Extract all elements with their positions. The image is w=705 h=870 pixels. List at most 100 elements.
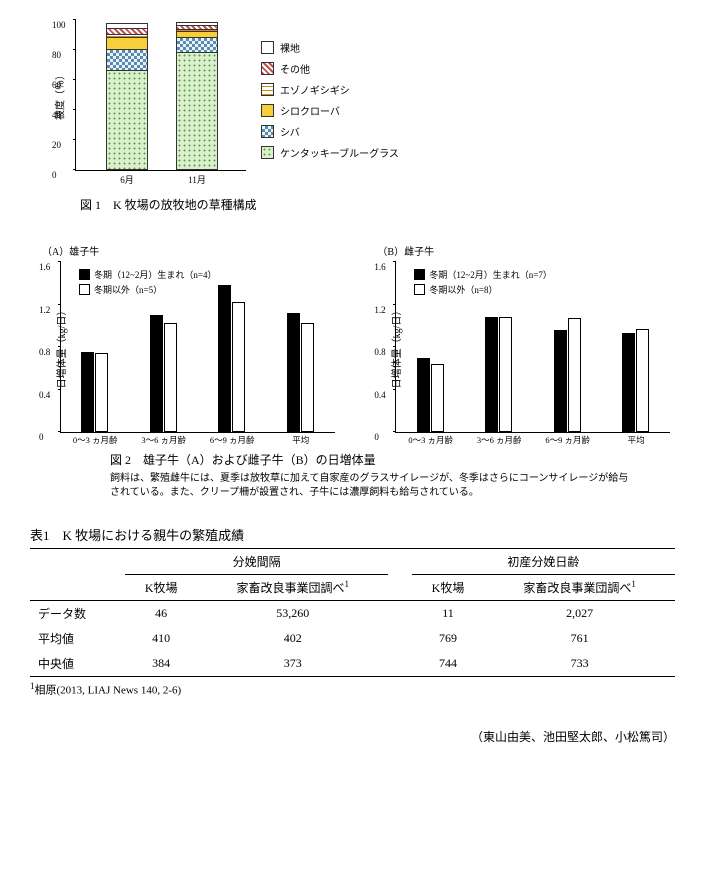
ytick-label: 1.2: [374, 305, 385, 315]
ytick-mark: [393, 304, 396, 305]
bar-white: [431, 364, 444, 432]
ytick-label: 0.4: [374, 390, 385, 400]
fig2-panel-a-plot: 日増体量（kg/日） 冬期（12~2月）生まれ（n=4） 冬期以外（n=5） 0…: [60, 262, 335, 433]
bar-group: [622, 329, 649, 432]
table1-title: 表1 K 牧場における親牛の繁殖成績: [30, 525, 675, 544]
legend-swatch: [261, 62, 274, 75]
fig1-legend: 裸地その他エゾノギシギシシロクローバシバケンタッキーブルーグラス: [261, 20, 399, 166]
ytick-mark: [73, 109, 76, 110]
fig2-note: 飼料は、繁殖雌牛には、夏季は放牧草に加えて自家産のグラスサイレージが、冬季はさら…: [110, 472, 635, 500]
table-group-header: 分娩間隔: [125, 549, 388, 575]
table1-footnote: 1相原(2013, LIAJ News 140, 2-6): [30, 681, 675, 698]
table1-body: データ数4653,260112,027平均値410402769761中央値384…: [30, 601, 675, 677]
figure-2: （A）雄子牛 日増体量（kg/日） 冬期（12~2月）生まれ（n=4） 冬期以外…: [30, 243, 675, 433]
table-cell: 11: [412, 601, 484, 627]
table-cell: 46: [125, 601, 197, 627]
xtick-label: 6～9 ヵ月齢: [210, 434, 255, 446]
legend-swatch: [261, 41, 274, 54]
table-sub-header: 家畜改良事業団調べ1: [197, 575, 388, 601]
fig1-caption: 図 1 K 牧場の放牧地の草種構成: [80, 196, 675, 213]
fig2-yaxis-label-b: 日増体量（kg/日）: [388, 306, 403, 389]
authors: （東山由美、池田堅太郎、小松篤司）: [30, 728, 675, 745]
table-cell: 2,027: [484, 601, 675, 627]
table-cell: 中央値: [30, 651, 125, 677]
fig1-plot-area: 被度（％） 020406080100 6月11月: [75, 20, 246, 171]
ytick-label: 0.8: [374, 347, 385, 357]
table-sub-header: 家畜改良事業団調べ1: [484, 575, 675, 601]
sub-header-ref-text: 家畜改良事業団調べ: [236, 581, 344, 595]
ytick-mark: [73, 79, 76, 80]
bar-group: [287, 313, 314, 432]
bar-black: [150, 315, 163, 432]
figure-1: 被度（％） 020406080100 6月11月 裸地その他エゾノギシギシシロク…: [30, 20, 675, 213]
table-1: 表1 K 牧場における親牛の繁殖成績 分娩間隔 初産分娩日齢 K牧場 家畜改良事…: [30, 525, 675, 698]
ytick-label: 0.8: [39, 347, 50, 357]
table-cell-spacer: [388, 575, 412, 601]
fig2-panel-b: （B）雌子牛 日増体量（kg/日） 冬期（12~2月）生まれ（n=7） 冬期以外…: [365, 243, 675, 433]
legend-label: その他: [280, 61, 310, 76]
legend-row: その他: [261, 61, 399, 76]
bar-white: [636, 329, 649, 432]
table-sub-header: K牧場: [412, 575, 484, 601]
ytick-label: 0: [39, 432, 44, 442]
table-cell: 744: [412, 651, 484, 677]
bar-group: [81, 352, 108, 432]
legend-label: シバ: [280, 124, 300, 139]
xtick-label: 0～3 ヵ月齢: [408, 434, 453, 446]
xtick-label: 11月: [188, 173, 206, 186]
table-row: データ数4653,260112,027: [30, 601, 675, 627]
legend-label-white-a: 冬期以外（n=5）: [94, 283, 162, 296]
bar-white: [301, 323, 314, 432]
xtick-label: 3～6 ヵ月齢: [141, 434, 186, 446]
xtick-label: 平均: [292, 434, 309, 446]
fig2-panel-a-title: （A）雄子牛: [42, 243, 340, 258]
ytick-mark: [73, 139, 76, 140]
xtick-label: 平均: [628, 434, 645, 446]
sup-mark: 1: [631, 579, 636, 589]
table-cell: [388, 651, 412, 677]
ytick-mark: [58, 389, 61, 390]
ytick-mark: [73, 49, 76, 50]
table1-table: 分娩間隔 初産分娩日齢 K牧場 家畜改良事業団調べ1 K牧場 家畜改良事業団調べ…: [30, 548, 675, 677]
bar-group: [150, 315, 177, 432]
ytick-label: 1.2: [39, 305, 50, 315]
legend-swatch-white: [79, 284, 90, 295]
legend-swatch-black: [79, 269, 90, 280]
bar-segment-kbg: [176, 52, 218, 171]
fig2-legend-a: 冬期（12~2月）生まれ（n=4） 冬期以外（n=5）: [79, 268, 216, 298]
ytick-mark: [393, 261, 396, 262]
legend-label: ケンタッキーブルーグラス: [280, 145, 399, 160]
legend-swatch: [261, 125, 274, 138]
legend-swatch-white-b: [414, 284, 425, 295]
ytick-label: 40: [52, 110, 61, 120]
sup-mark: 1: [344, 579, 349, 589]
ytick-mark: [58, 261, 61, 262]
ytick-label: 0: [374, 432, 379, 442]
bar-black: [554, 330, 567, 432]
bar-black: [485, 317, 498, 432]
table-cell: 733: [484, 651, 675, 677]
fig1-chart: 被度（％） 020406080100 6月11月 裸地その他エゾノギシギシシロク…: [50, 20, 675, 171]
ytick-mark: [73, 169, 76, 170]
legend-row: エゾノギシギシ: [261, 82, 399, 97]
bar-group: [218, 285, 245, 432]
fig2-legend-b: 冬期（12~2月）生まれ（n=7） 冬期以外（n=8）: [414, 268, 551, 298]
bar-group: [417, 358, 444, 432]
table-group-header: 初産分娩日齢: [412, 549, 675, 575]
ytick-mark: [73, 19, 76, 20]
legend-row-white: 冬期以外（n=5）: [79, 283, 216, 296]
ytick-label: 20: [52, 140, 61, 150]
table-cell: 761: [484, 626, 675, 651]
legend-label-white-b: 冬期以外（n=8）: [429, 283, 497, 296]
table-cell-spacer: [388, 549, 412, 575]
ytick-label: 1.6: [374, 262, 385, 272]
bar-white: [164, 323, 177, 432]
legend-row: ケンタッキーブルーグラス: [261, 145, 399, 160]
legend-swatch: [261, 104, 274, 117]
bar-segment-shiba: [106, 49, 148, 70]
ytick-mark: [58, 346, 61, 347]
legend-swatch-black-b: [414, 269, 425, 280]
table-cell: 769: [412, 626, 484, 651]
ytick-mark: [393, 389, 396, 390]
table-sub-header: K牧場: [125, 575, 197, 601]
